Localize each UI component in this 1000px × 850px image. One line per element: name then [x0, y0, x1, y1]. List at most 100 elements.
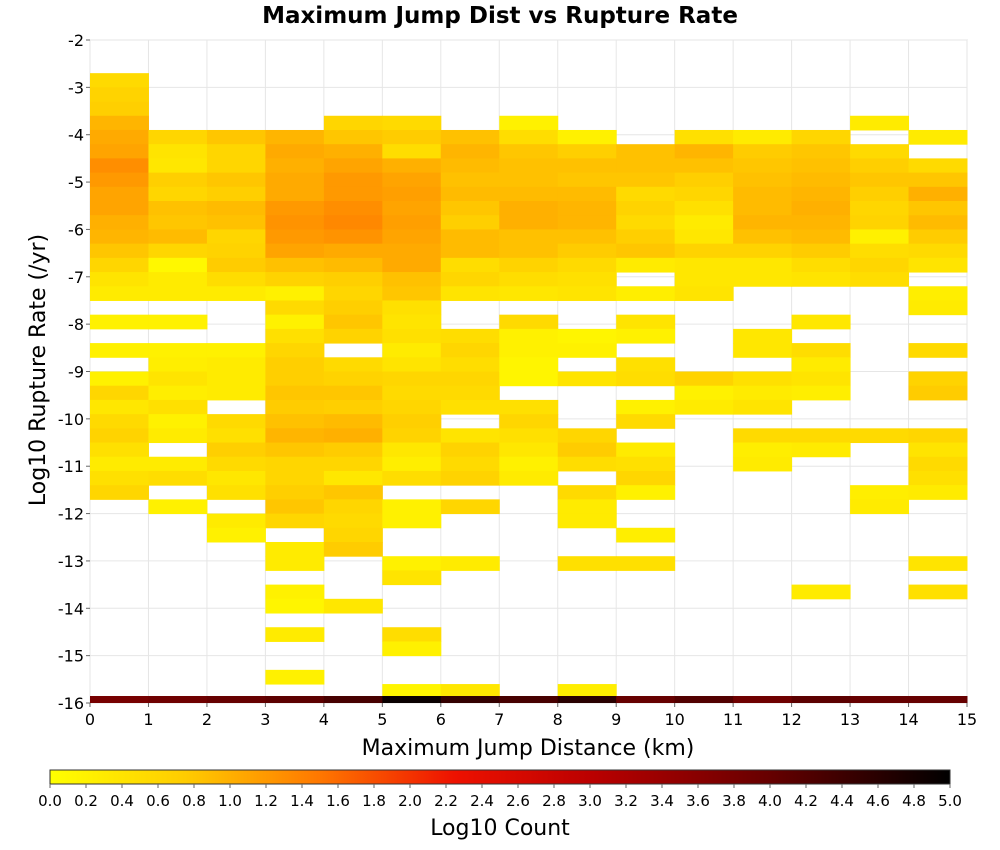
heatmap-cell — [265, 215, 325, 230]
heatmap-cell — [206, 513, 266, 529]
heatmap-cell — [850, 499, 910, 515]
heatmap-cell — [265, 357, 325, 372]
heatmap-cell — [90, 414, 149, 429]
heatmap-cell — [674, 229, 734, 245]
y-tick-label: -4 — [68, 126, 84, 145]
heatmap-cell — [616, 328, 676, 344]
heatmap-cell — [265, 499, 325, 515]
heatmap-cell — [440, 696, 500, 703]
heatmap-cell — [908, 243, 968, 259]
heatmap-cell — [382, 201, 442, 216]
heatmap-cell — [382, 570, 442, 586]
heatmap-cell — [382, 129, 442, 145]
heatmap-cell — [148, 385, 208, 401]
heatmap-cell — [440, 129, 500, 145]
heatmap-cell — [265, 343, 325, 358]
heatmap-cell — [440, 257, 500, 273]
heatmap-cell — [206, 371, 266, 387]
heatmap-cell — [90, 399, 149, 415]
heatmap-cell — [499, 229, 559, 245]
colorbar-tick-label: 0.6 — [146, 792, 170, 810]
heatmap-cell — [850, 229, 910, 245]
heatmap-cell — [382, 286, 442, 301]
heatmap-cell — [733, 172, 793, 188]
heatmap-cell — [499, 158, 559, 174]
heatmap-cell — [674, 201, 734, 216]
heatmap-cell — [206, 215, 266, 230]
heatmap-cell — [616, 357, 676, 372]
x-tick-label: 9 — [611, 710, 621, 729]
heatmap-cell — [733, 158, 793, 174]
heatmap-cell — [90, 243, 149, 259]
heatmap-cell — [908, 343, 968, 358]
heatmap-cell — [791, 272, 851, 287]
heatmap-cell — [382, 243, 442, 259]
colorbar-tick-label: 5.0 — [938, 792, 962, 810]
y-tick-label: -6 — [68, 220, 84, 239]
heatmap-cell — [499, 442, 559, 458]
colorbar-tick-label: 0.2 — [74, 792, 98, 810]
heatmap-cell — [791, 257, 851, 273]
heatmap-cell — [557, 485, 617, 500]
heatmap-cell — [90, 87, 149, 103]
heatmap-cell — [382, 186, 442, 202]
heatmap-cell — [616, 456, 676, 472]
heatmap-cell — [323, 286, 383, 301]
heatmap-cell — [850, 257, 910, 273]
heatmap-cell — [908, 257, 968, 273]
heatmap-cell — [674, 243, 734, 259]
heatmap-cell — [557, 243, 617, 259]
heatmap-cell — [791, 314, 851, 330]
heatmap-cell — [90, 442, 149, 458]
heatmap-cell — [908, 215, 968, 230]
heatmap-cell — [440, 456, 500, 472]
heatmap-cell — [148, 172, 208, 188]
heatmap-cell — [90, 229, 149, 245]
heatmap-cell — [323, 229, 383, 245]
heatmap-cell — [850, 144, 910, 159]
heatmap-cell — [616, 257, 676, 273]
heatmap-cell — [791, 186, 851, 202]
heatmap-cell — [908, 556, 968, 571]
heatmap-cell — [148, 215, 208, 230]
heatmap-cell — [265, 257, 325, 273]
y-tick-label: -14 — [58, 599, 84, 618]
y-axis-ticks: -2 -3 -4 -5 -6 -7 -8 -9 -10 -11 -12 -13 -14 -15 -16 — [58, 31, 90, 713]
heatmap-cell — [265, 243, 325, 259]
colorbar — [49, 769, 951, 785]
heatmap-cell — [557, 186, 617, 202]
heatmap-cell — [733, 696, 793, 703]
heatmap-cell — [850, 272, 910, 287]
heatmap-cell — [674, 186, 734, 202]
heatmap-cell — [90, 272, 149, 287]
heatmap-cell — [382, 343, 442, 358]
heatmap-cell — [499, 343, 559, 358]
heatmap-cell — [148, 272, 208, 287]
x-tick-label: 0 — [85, 710, 95, 729]
heatmap-cell — [323, 470, 383, 486]
x-tick-label: 10 — [664, 710, 684, 729]
y-tick-label: -13 — [58, 552, 84, 571]
heatmap-cell — [265, 186, 325, 202]
heatmap-cell — [733, 442, 793, 458]
heatmap-cell — [499, 286, 559, 301]
heatmap-cell — [791, 158, 851, 174]
heatmap-cell — [323, 243, 383, 259]
x-tick-label: 14 — [898, 710, 918, 729]
heatmap-cell — [206, 357, 266, 372]
heatmap-cell — [90, 470, 149, 486]
colorbar-tick-label: 3.2 — [614, 792, 638, 810]
heatmap-cell — [206, 257, 266, 273]
heatmap-cell — [206, 272, 266, 287]
heatmap-cell — [265, 414, 325, 429]
heatmap-cell — [90, 215, 149, 230]
heatmap-cell — [323, 385, 383, 401]
heatmap-cell — [382, 399, 442, 415]
heatmap-cell — [908, 584, 968, 600]
heatmap-cell — [440, 328, 500, 344]
heatmap-cell — [323, 257, 383, 273]
heatmap-cell — [733, 399, 793, 415]
heatmap-cell — [908, 186, 968, 202]
heatmap-cell — [674, 385, 734, 401]
